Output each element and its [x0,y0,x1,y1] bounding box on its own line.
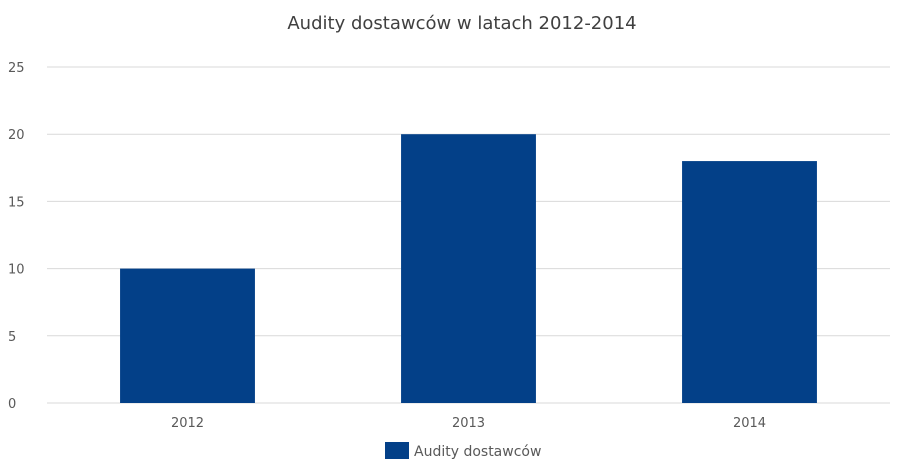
legend: Audity dostawców [385,442,541,459]
y-tick-label: 20 [8,128,25,143]
legend-swatch [385,442,409,459]
x-tick-label: 2014 [733,416,766,431]
x-tick-label: 2013 [452,416,485,431]
y-tick-label: 10 [8,263,25,278]
x-axis-ticks: 2012 2013 2014 [171,416,766,431]
bars [120,134,817,403]
chart-title: Audity dostawców w latach 2012-2014 [287,13,636,34]
bar-2012 [120,268,255,403]
y-tick-label: 5 [8,330,16,345]
legend-label: Audity dostawców [414,444,541,459]
y-tick-label: 0 [8,397,16,412]
bar-2014 [682,161,817,403]
bar-2013 [401,134,536,403]
x-tick-label: 2012 [171,416,204,431]
y-tick-label: 25 [8,61,25,76]
y-tick-label: 15 [8,195,25,210]
y-axis-ticks: 0 5 10 15 20 25 [8,61,25,412]
